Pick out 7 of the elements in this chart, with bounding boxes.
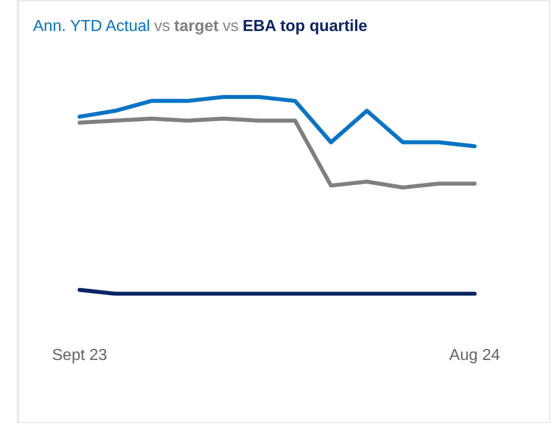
text: vs	[222, 18, 239, 35]
x-tick-label: Sept 23	[52, 346, 108, 364]
text: target	[174, 18, 219, 35]
x-tick-label: Aug 24	[449, 346, 500, 364]
text: vs	[154, 18, 170, 35]
text: EBA top quartile	[242, 18, 368, 35]
text: Ann. YTD Actual	[33, 18, 150, 35]
